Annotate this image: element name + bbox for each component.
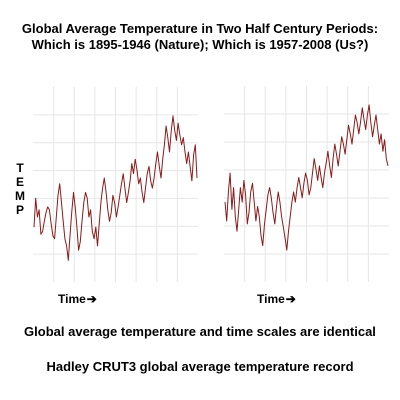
chart-title-line-1: Global Average Temperature in Two Half C… xyxy=(21,21,379,36)
chart-title-line-2: Which is 1895-1946 (Nature); Which is 19… xyxy=(31,37,369,52)
temperature-series-line xyxy=(224,104,389,251)
y-axis-letter: E xyxy=(15,175,24,189)
x-axis-label-text: Time xyxy=(257,292,285,306)
chart-title: Global Average Temperature in Two Half C… xyxy=(0,21,400,53)
x-axis-label-left: Time➔ xyxy=(58,292,97,306)
arrow-right-icon: ➔ xyxy=(285,292,296,306)
scales-note: Global average temperature and time scal… xyxy=(24,324,376,339)
x-axis-label-text: Time xyxy=(58,292,86,306)
y-axis-letter: T xyxy=(16,161,24,175)
right-temperature-chart xyxy=(224,86,389,282)
left-temperature-chart xyxy=(33,87,198,282)
y-axis-letter: P xyxy=(15,203,24,217)
x-axis-label-right: Time➔ xyxy=(257,292,296,306)
arrow-right-icon: ➔ xyxy=(86,292,97,306)
y-axis-letter: M xyxy=(15,189,25,203)
source-note: Hadley CRUT3 global average temperature … xyxy=(46,359,354,374)
temperature-series-line xyxy=(33,115,198,261)
y-axis-label: T E M P xyxy=(14,161,26,217)
